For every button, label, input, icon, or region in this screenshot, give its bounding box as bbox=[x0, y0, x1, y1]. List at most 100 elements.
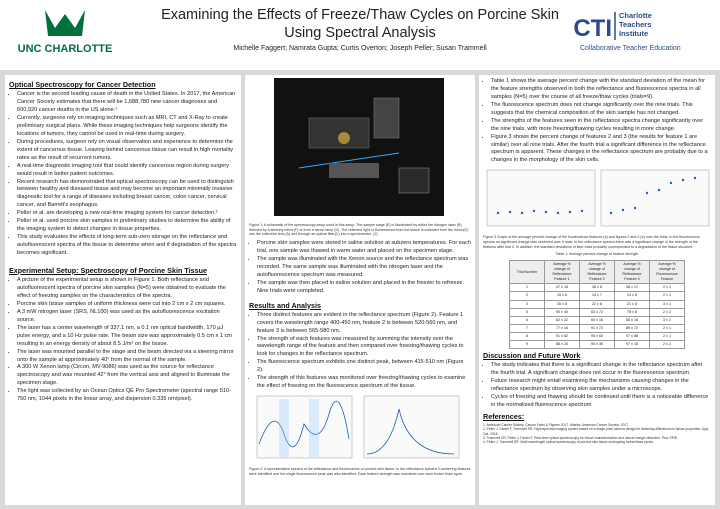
table-cell: 2 bbox=[509, 291, 545, 301]
bullet: Peller et al. used porcine skin samples … bbox=[17, 218, 237, 234]
table-cell: 3 bbox=[509, 299, 545, 309]
reference: 3. Trammell SR, Peller J, Farahi F. Real… bbox=[483, 435, 678, 440]
table-cell: 35 ± 8 bbox=[544, 299, 580, 309]
table-cell: 88 ± 26 bbox=[544, 339, 580, 350]
column-header: Trial Number bbox=[509, 259, 545, 285]
column-header: Average % change of Fluorescence Feature bbox=[649, 259, 685, 285]
table-cell: 83 ± 72 bbox=[579, 307, 615, 317]
bullet: The strength of each features was measur… bbox=[257, 336, 471, 360]
table-cell: 14 ± 7 bbox=[579, 291, 615, 301]
bullet-list: The study indicates that there is a sign… bbox=[483, 362, 711, 410]
unc-logo: UNC CHARLOTTE bbox=[18, 10, 113, 55]
table-cell: 6 bbox=[509, 315, 545, 325]
cti-line: Teachers bbox=[619, 20, 651, 29]
table-cell: 15 ± 6 bbox=[544, 291, 580, 301]
bullet: A picture of the experimental setup is s… bbox=[17, 277, 237, 301]
bullet: A 3 mW nitrogen laser (SRS, NL100) was u… bbox=[17, 309, 237, 325]
table-cell: 77 ± 16 bbox=[544, 323, 580, 333]
bullet: A real-time diagnostic imaging tool that… bbox=[17, 163, 237, 179]
table-cell: 7 bbox=[509, 323, 545, 333]
left-logo-text: UNC CHARLOTTE bbox=[18, 43, 113, 55]
table-cell: 95 ± 36 bbox=[579, 339, 615, 350]
bullet: Peller et al. are developing a new real-… bbox=[17, 210, 237, 218]
results-table: Trial Number Average % change of Reflecta… bbox=[509, 259, 685, 350]
reference: 1. American Cancer Society. Cancer Facts… bbox=[483, 423, 629, 428]
reference: 4. Peller J, Trammell SR. Multi-waveleng… bbox=[483, 440, 654, 445]
table-cell: 58 ± 16 bbox=[614, 315, 650, 325]
table-row: 7 77 ± 16 91 ± 72 89 ± 72 2 ± 1 bbox=[509, 323, 685, 333]
table-row: 1 47 ± 16 36 ± 8 38 ± 17 2 ± 1 bbox=[509, 283, 685, 293]
table-cell: 62 ± 22 bbox=[544, 315, 580, 325]
table-cell: 95 ± 60 bbox=[579, 331, 615, 341]
table-row: 8 91 ± 82 95 ± 60 97 ± 88 2 ± 1 bbox=[509, 331, 685, 341]
bullet: Cancer is the second leading cause of de… bbox=[17, 91, 237, 115]
left-column: Optical Spectroscopy for Cancer Detectio… bbox=[5, 75, 241, 505]
cti-logo: CTI Charlotte Teachers Institute Collabo… bbox=[573, 11, 680, 52]
bullet: The fluorescence spectrum does not chang… bbox=[491, 102, 711, 118]
bullet: The laser has a center wavelength of 337… bbox=[17, 325, 237, 349]
table-cell: 3 ± 2 bbox=[649, 315, 685, 325]
figure-caption: Figure 2: A representative spectra of th… bbox=[249, 467, 471, 476]
table-cell: 89 ± 72 bbox=[614, 323, 650, 333]
bullet: The study indicates that there is a sign… bbox=[491, 362, 711, 378]
middle-column: Figure 1: A schematic of the spectroscop… bbox=[245, 75, 475, 505]
cti-line: Institute bbox=[619, 29, 648, 38]
bullet: Porcine skin tissue samples of uniform t… bbox=[17, 301, 237, 309]
table-cell: 2 ± 2 bbox=[649, 307, 685, 317]
bullet: Currently, surgeons rely on imaging tech… bbox=[17, 115, 237, 139]
cti-mark: CTI bbox=[573, 15, 612, 42]
table-cell: 91 ± 72 bbox=[579, 323, 615, 333]
bullet: Porcine skin samples were stored in sali… bbox=[257, 240, 471, 256]
table-cell: 97 ± 18 bbox=[614, 339, 650, 350]
bullet: The laser was mounted parallel to the st… bbox=[17, 349, 237, 365]
references: 1. American Cancer Society. Cancer Facts… bbox=[483, 423, 711, 444]
column-header: Average % change of Reflectance Feature … bbox=[614, 259, 650, 285]
table-cell: 9 bbox=[509, 339, 545, 350]
table-cell: 38 ± 17 bbox=[614, 283, 650, 293]
bullet: The sample was then placed in saline sol… bbox=[257, 280, 471, 296]
bullet: Figure 3 shows the percent change of fea… bbox=[491, 134, 711, 166]
poster-title: Examining the Effects of Freeze/Thaw Cyc… bbox=[161, 7, 559, 41]
section-heading: Optical Spectroscopy for Cancer Detectio… bbox=[9, 80, 156, 89]
bullet: Table 1 shows the average percent change… bbox=[491, 78, 711, 102]
bullet: Three distinct features are evident in t… bbox=[257, 312, 471, 336]
table-cell: 1 bbox=[509, 283, 545, 293]
table-cell: 2 ± 2 bbox=[649, 339, 685, 350]
table-cell: 36 ± 8 bbox=[579, 283, 615, 293]
bullet-list: Porcine skin samples were stored in sali… bbox=[249, 240, 471, 296]
bullet: The sample was illuminated with the Xeno… bbox=[257, 256, 471, 280]
table-cell: 90 ± 40 bbox=[544, 307, 580, 317]
bullet: The light was collected by an Ocean Opti… bbox=[17, 388, 237, 404]
cti-line: Charlotte bbox=[619, 11, 652, 20]
bullet: Cycles of freezing and thawing should be… bbox=[491, 394, 711, 410]
section-heading: Results and Analysis bbox=[249, 300, 322, 310]
table-cell: 97 ± 88 bbox=[614, 331, 650, 341]
table-header-row: Trial Number Average % change of Reflecta… bbox=[509, 259, 685, 285]
bullet: A 300 W Xenon lamp (Circon, MV-9086) was… bbox=[17, 364, 237, 388]
figure-1 bbox=[274, 78, 444, 216]
table-row: 9 88 ± 26 95 ± 36 97 ± 18 2 ± 2 bbox=[509, 339, 685, 350]
table-cell: 14 ± 8 bbox=[614, 291, 650, 301]
table-cell: 21 ± 8 bbox=[614, 299, 650, 309]
bullet: During procedures, surgeon rely on visua… bbox=[17, 139, 237, 163]
table-cell: 91 ± 82 bbox=[544, 331, 580, 341]
table-cell: 22 ± 8 bbox=[579, 299, 615, 309]
bullet: This study evaluates the effects of long… bbox=[17, 234, 237, 258]
bullet-list: Three distinct features are evident in t… bbox=[249, 312, 471, 391]
table-row: 6 62 ± 22 60 ± 16 58 ± 16 3 ± 2 bbox=[509, 315, 685, 325]
table-cell: 8 bbox=[509, 331, 545, 341]
bullet-list: Table 1 shows the average percent change… bbox=[483, 78, 711, 165]
bullet: The fluorescence spectrum exhibits one d… bbox=[257, 359, 471, 375]
table-cell: 2 ± 1 bbox=[649, 331, 685, 341]
bullet-list: A picture of the experimental setup is s… bbox=[9, 277, 237, 404]
table-cell: 2 ± 1 bbox=[649, 323, 685, 333]
table-cell: 78 ± 8 bbox=[614, 307, 650, 317]
table-cell: 47 ± 16 bbox=[544, 283, 580, 293]
table-cell: 3 ± 1 bbox=[649, 299, 685, 309]
table-cell: 5 bbox=[509, 307, 545, 317]
bullet: Recent research has demonstrated that op… bbox=[17, 179, 237, 211]
right-column: Table 1 shows the average percent change… bbox=[479, 75, 715, 505]
